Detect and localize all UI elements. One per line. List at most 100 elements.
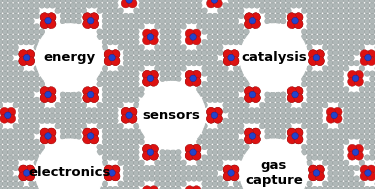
Circle shape [244, 87, 254, 96]
Circle shape [354, 77, 363, 86]
Circle shape [138, 82, 206, 149]
Circle shape [36, 139, 103, 189]
Circle shape [207, 114, 216, 123]
Circle shape [109, 170, 115, 176]
Circle shape [149, 77, 158, 86]
Circle shape [90, 19, 99, 29]
Circle shape [309, 172, 318, 181]
Circle shape [249, 17, 256, 24]
Circle shape [348, 70, 357, 80]
Circle shape [90, 128, 99, 137]
Circle shape [244, 13, 254, 22]
Circle shape [352, 75, 359, 82]
Circle shape [126, 112, 132, 119]
Circle shape [45, 133, 51, 139]
Circle shape [190, 149, 196, 156]
Circle shape [147, 149, 154, 156]
Circle shape [111, 57, 120, 66]
Circle shape [149, 151, 158, 160]
Circle shape [19, 172, 28, 181]
Circle shape [128, 114, 137, 123]
Circle shape [292, 17, 298, 24]
Circle shape [367, 50, 375, 59]
Circle shape [251, 87, 260, 96]
Circle shape [111, 172, 120, 181]
Circle shape [24, 54, 30, 61]
Circle shape [83, 135, 92, 144]
Circle shape [90, 19, 99, 29]
Circle shape [354, 144, 363, 153]
Circle shape [111, 172, 120, 181]
Circle shape [244, 19, 254, 29]
Circle shape [104, 50, 113, 59]
Circle shape [121, 114, 130, 123]
Circle shape [83, 13, 92, 22]
Circle shape [287, 19, 296, 29]
Circle shape [326, 107, 335, 116]
Circle shape [287, 128, 296, 137]
Circle shape [19, 57, 28, 66]
Circle shape [90, 87, 99, 96]
Circle shape [244, 19, 254, 29]
Circle shape [244, 135, 254, 144]
Circle shape [47, 135, 56, 144]
Circle shape [7, 107, 16, 116]
Circle shape [287, 87, 296, 96]
Circle shape [83, 87, 92, 96]
Circle shape [251, 93, 260, 102]
Circle shape [185, 151, 194, 160]
Circle shape [287, 13, 296, 22]
Circle shape [90, 87, 99, 96]
Circle shape [315, 50, 324, 59]
Circle shape [294, 19, 303, 29]
Circle shape [45, 17, 51, 24]
Circle shape [40, 135, 49, 144]
Circle shape [309, 57, 318, 66]
Circle shape [315, 57, 324, 66]
Circle shape [126, 112, 132, 119]
Circle shape [251, 128, 260, 137]
Circle shape [4, 112, 11, 119]
Circle shape [228, 170, 234, 176]
Circle shape [109, 54, 115, 61]
Circle shape [0, 107, 9, 116]
Circle shape [192, 151, 201, 160]
Circle shape [354, 151, 363, 160]
Circle shape [315, 165, 324, 174]
Circle shape [142, 36, 152, 45]
Circle shape [251, 135, 260, 144]
Circle shape [121, 0, 130, 1]
Text: energy: energy [43, 51, 95, 64]
Circle shape [111, 165, 120, 174]
Circle shape [128, 114, 137, 123]
Circle shape [251, 87, 260, 96]
Circle shape [213, 107, 222, 116]
Circle shape [104, 172, 113, 181]
Circle shape [40, 13, 49, 22]
Circle shape [121, 0, 130, 8]
Circle shape [211, 0, 217, 3]
Circle shape [294, 93, 303, 102]
Circle shape [40, 87, 49, 96]
Circle shape [292, 91, 298, 98]
Circle shape [213, 107, 222, 116]
Circle shape [83, 135, 92, 144]
Circle shape [26, 172, 34, 181]
Circle shape [47, 128, 56, 137]
Circle shape [87, 17, 94, 24]
Circle shape [190, 34, 196, 40]
Circle shape [126, 0, 132, 3]
Circle shape [142, 70, 152, 80]
Circle shape [244, 128, 254, 137]
Circle shape [90, 135, 99, 144]
Circle shape [287, 135, 296, 144]
Circle shape [87, 133, 94, 139]
Circle shape [185, 29, 194, 38]
Circle shape [147, 34, 154, 40]
Circle shape [294, 19, 303, 29]
Circle shape [47, 135, 56, 144]
Circle shape [251, 135, 260, 144]
Circle shape [147, 75, 154, 82]
Circle shape [87, 17, 94, 24]
Circle shape [249, 17, 256, 24]
